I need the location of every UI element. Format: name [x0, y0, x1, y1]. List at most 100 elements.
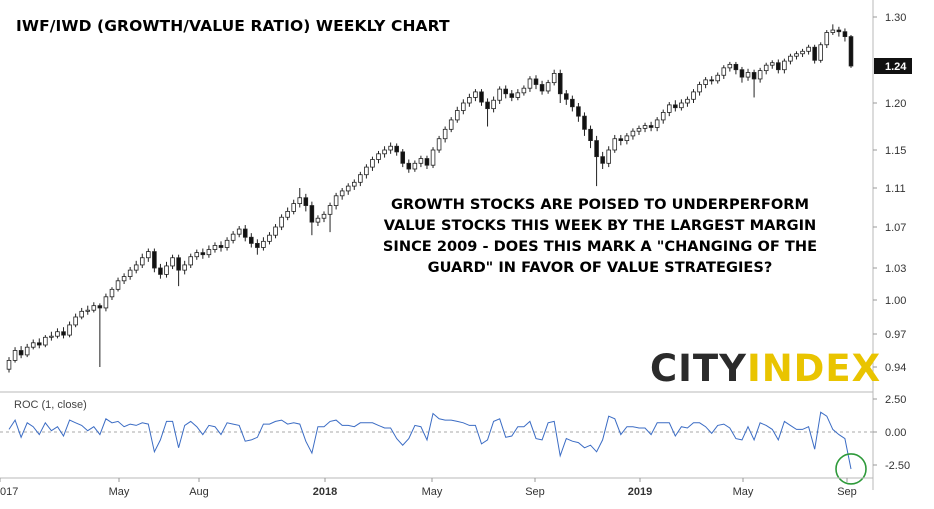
- candle-body: [273, 226, 278, 236]
- price-tick-label: 1.20: [885, 98, 906, 110]
- price-tick-label: 0.94: [885, 362, 906, 374]
- candle-body: [97, 305, 103, 309]
- price-candles: [6, 24, 854, 373]
- candle-body: [503, 88, 508, 95]
- candle-body: [115, 280, 121, 290]
- candle-body: [194, 252, 200, 258]
- candle-body: [230, 233, 236, 241]
- candle-body: [109, 288, 115, 298]
- candle-body: [12, 350, 18, 361]
- candle-body: [333, 195, 339, 206]
- time-tick-label: 017: [0, 486, 18, 498]
- candle-body: [485, 101, 490, 110]
- candle-body: [715, 74, 721, 82]
- candle-body: [218, 245, 224, 248]
- candle-body: [539, 84, 545, 92]
- candle-body: [467, 97, 472, 104]
- candle-body: [133, 264, 139, 271]
- candle-body: [557, 73, 563, 95]
- time-tick-label: May: [733, 486, 754, 498]
- candle-body: [666, 104, 672, 113]
- candle-body: [551, 73, 557, 84]
- candle-body: [85, 309, 91, 312]
- annotation-text: GROWTH STOCKS ARE POISED TO UNDERPERFORM…: [360, 194, 840, 278]
- candle-body: [733, 63, 739, 71]
- time-tick-label: 2018: [313, 486, 337, 498]
- candle-body: [249, 236, 254, 244]
- candle-body: [303, 197, 309, 206]
- candle-body: [424, 158, 430, 166]
- candle-body: [806, 46, 811, 52]
- candle-body: [394, 145, 399, 153]
- candle-body: [400, 151, 406, 164]
- candle-body: [127, 269, 133, 277]
- candle-body: [570, 98, 575, 108]
- candle-body: [297, 197, 303, 204]
- candle-body: [37, 342, 42, 346]
- candle-body: [418, 158, 424, 164]
- candle-body: [794, 53, 799, 57]
- candle-body: [164, 265, 169, 275]
- candle-body: [461, 102, 466, 111]
- candle-body: [370, 159, 375, 168]
- candle-body: [291, 203, 296, 212]
- candle-body: [812, 46, 817, 61]
- candle-body: [564, 93, 569, 100]
- candle-body: [279, 216, 284, 228]
- candle-body: [436, 138, 442, 151]
- candle-body: [79, 310, 84, 318]
- annotation-line: GUARD" IN FAVOR OF VALUE STRATEGIES?: [427, 259, 773, 276]
- candle-body: [121, 276, 127, 282]
- roc-tick-label: 2.50: [885, 394, 906, 406]
- candle-body: [327, 205, 333, 215]
- candle-body: [376, 153, 381, 160]
- candle-body: [660, 112, 666, 121]
- candle-body: [315, 217, 321, 223]
- price-tick-label: 1.03: [885, 263, 906, 275]
- candle-body: [261, 240, 266, 248]
- candle-body: [158, 267, 163, 275]
- last-value-box: [874, 58, 912, 74]
- candle-body: [679, 102, 684, 109]
- candle-body: [582, 115, 587, 130]
- candle-body: [139, 257, 145, 266]
- chart-title: IWF/IWD (GROWTH/VALUE RATIO) WEEKLY CHAR…: [16, 17, 450, 35]
- candle-body: [497, 88, 502, 101]
- candle-body: [182, 264, 187, 271]
- candle-body: [703, 79, 708, 85]
- candle-body: [255, 242, 260, 248]
- time-tick-label: May: [109, 486, 130, 498]
- candle-body: [515, 92, 521, 98]
- candle-body: [818, 44, 823, 61]
- candle-body: [751, 72, 757, 80]
- candle-body: [345, 185, 351, 192]
- candle-body: [624, 135, 630, 141]
- time-tick-label: May: [422, 486, 443, 498]
- candle-body: [412, 162, 418, 170]
- candle-body: [800, 50, 805, 55]
- candle-body: [473, 91, 478, 98]
- last-value-label: 1.24: [885, 61, 907, 73]
- candle-body: [630, 130, 636, 137]
- candle-body: [842, 31, 848, 38]
- candle-body: [6, 359, 12, 370]
- candle-body: [67, 324, 72, 336]
- candle-body: [836, 29, 842, 33]
- candle-body: [600, 156, 605, 164]
- candle-body: [545, 82, 551, 92]
- candle-body: [442, 128, 448, 140]
- candle-body: [364, 166, 369, 176]
- candle-body: [200, 252, 206, 256]
- city-index-logo: CITYINDEX: [650, 349, 881, 389]
- candle-body: [824, 32, 830, 46]
- candle-body: [339, 190, 345, 197]
- candle-body: [745, 72, 751, 78]
- price-tick-label: 1.00: [885, 295, 906, 307]
- candle-body: [285, 210, 290, 218]
- candle-body: [43, 336, 48, 346]
- candle-body: [170, 257, 175, 267]
- candle-body: [763, 64, 769, 72]
- candle-body: [491, 99, 496, 110]
- candle-body: [636, 127, 642, 132]
- candle-body: [757, 70, 763, 80]
